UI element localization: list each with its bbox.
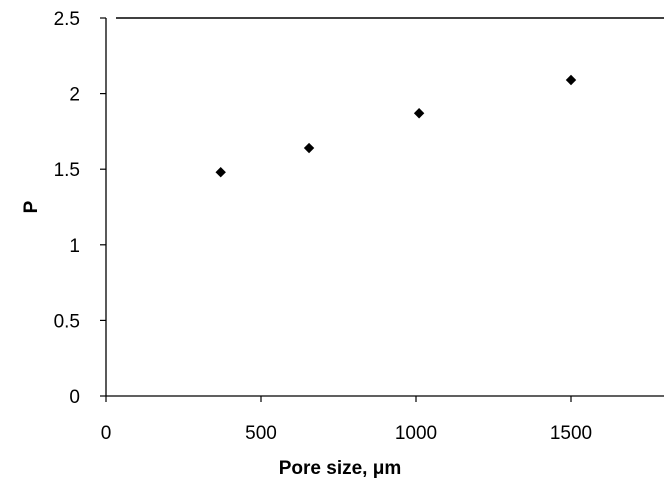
data-point — [413, 108, 425, 119]
y-tick-label: 2.5 — [54, 9, 80, 30]
data-point — [215, 167, 226, 178]
y-tick-label: 1.5 — [54, 160, 80, 181]
y-tick-label: 0 — [69, 387, 80, 408]
x-axis-title: Pore size, μm — [279, 458, 402, 479]
x-axis-ticks: 0 500 1000 1500 — [101, 396, 592, 444]
data-point — [303, 142, 315, 154]
x-tick-label: 500 — [245, 423, 277, 444]
data-point — [565, 74, 577, 86]
x-tick-label: 1000 — [395, 423, 437, 444]
x-tick-label: 1500 — [550, 423, 592, 444]
y-axis-title: P — [21, 200, 42, 213]
plot-area — [105, 17, 664, 397]
y-tick-label: 0.5 — [54, 311, 80, 332]
y-tick-label: 1 — [69, 236, 80, 257]
y-axis-ticks: 0 0.5 1 1.5 2 2.5 — [54, 9, 106, 408]
x-tick-label: 0 — [101, 423, 112, 444]
y-tick-label: 2 — [69, 85, 80, 106]
data-points — [215, 74, 577, 178]
